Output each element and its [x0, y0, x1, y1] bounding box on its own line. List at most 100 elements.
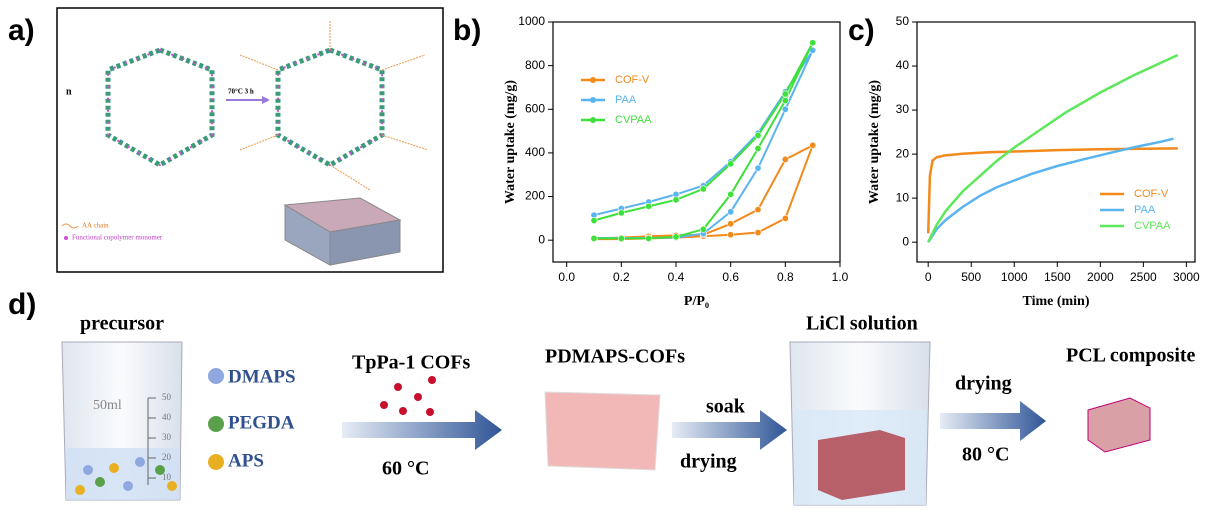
point [672, 196, 680, 204]
y-tick-label: 800 [525, 58, 545, 72]
legend-label: PAA [1134, 204, 1156, 216]
point [781, 97, 789, 105]
y-tick-label: 40 [896, 58, 910, 72]
point [727, 208, 735, 216]
point [727, 220, 735, 228]
point [699, 185, 707, 193]
x-tick-label: 2500 [1130, 270, 1157, 284]
step-label: soak [706, 396, 746, 418]
y-axis-label: Water uptake (mg/g) [503, 80, 518, 205]
legend-label: COF-V [615, 74, 650, 86]
step-label: precursor [80, 313, 164, 335]
reagent-label: n [66, 86, 72, 97]
series-line [927, 53, 1179, 243]
step-condition: drying [680, 451, 737, 473]
point [590, 234, 598, 242]
point [754, 145, 762, 153]
legend-label: PAA [615, 94, 637, 106]
x-tick-label: 3000 [1173, 270, 1200, 284]
process-diagram [61, 341, 1151, 506]
y-axis-label: Water uptake (mg/g) [867, 80, 882, 205]
x-tick-label: 1.0 [832, 270, 849, 284]
point [727, 190, 735, 198]
y-tick-label: 30 [896, 102, 910, 116]
step-label: LiCl solution [806, 313, 918, 335]
point [645, 234, 653, 242]
series-line [926, 147, 1178, 234]
y-tick-label: 600 [525, 101, 545, 115]
x-axis-label: P/P₀ [684, 294, 709, 309]
step-condition: 80 °C [962, 444, 1009, 466]
y-tick-label: 0 [902, 234, 909, 248]
y-tick-label: 200 [525, 189, 545, 203]
point [754, 164, 762, 172]
point [754, 206, 762, 214]
y-tick-label: 0 [538, 232, 545, 246]
point [781, 214, 789, 222]
x-tick-label: 1500 [1044, 270, 1071, 284]
x-tick-label: 2000 [1087, 270, 1114, 284]
beaker-mark: 40 [162, 412, 172, 422]
point [672, 233, 680, 241]
beaker-mark: 10 [162, 472, 172, 482]
component-label: DMAPS [228, 366, 296, 387]
series-line [927, 137, 1174, 243]
x-tick-label: 1000 [1001, 270, 1028, 284]
series-line [593, 42, 814, 240]
x-tick-label: 0.8 [777, 270, 794, 284]
point [809, 39, 817, 47]
x-tick-label: 0.0 [558, 270, 575, 284]
legend-label: AA chain [82, 222, 109, 230]
beaker-volume: 50ml [93, 398, 122, 413]
x-tick-label: 0 [925, 270, 932, 284]
bead [208, 368, 224, 470]
x-tick-label: 500 [961, 270, 981, 284]
component-label: PEGDA [228, 412, 295, 433]
point [699, 225, 707, 233]
point [727, 160, 735, 168]
step-condition: 60 °C [382, 458, 429, 480]
point [645, 202, 653, 210]
y-tick-label: 400 [525, 145, 545, 159]
y-tick-label: 1000 [518, 14, 545, 28]
y-tick-label: 10 [896, 190, 910, 204]
schematic-a [56, 7, 444, 273]
panel-label: b) [453, 14, 481, 47]
reaction-condition: 70°C 3 h [228, 88, 254, 96]
point [781, 155, 789, 163]
point [754, 229, 762, 237]
point [809, 141, 817, 149]
point [617, 234, 625, 242]
step-label: PCL composite [1066, 345, 1196, 367]
x-tick-label: 0.4 [668, 270, 685, 284]
point [590, 217, 598, 225]
beaker-mark: 30 [162, 432, 172, 442]
point [617, 209, 625, 217]
beaker-mark: 50 [162, 392, 172, 402]
legend-label: CVPAA [1134, 220, 1171, 232]
y-tick-label: 50 [896, 14, 910, 28]
plot-frame [552, 21, 841, 263]
step-label: drying [955, 373, 1012, 395]
point [781, 90, 789, 98]
legend-label: Functional copolymer monomer [72, 234, 163, 242]
y-tick-label: 20 [896, 146, 910, 160]
x-axis-label: Time (min) [1022, 294, 1089, 309]
legend-marker [590, 117, 596, 123]
panel-label: c) [848, 14, 875, 47]
panel-label: d) [8, 288, 36, 321]
legend-marker [590, 97, 596, 103]
point [754, 131, 762, 139]
x-tick-label: 0.6 [722, 270, 739, 284]
point [727, 231, 735, 239]
legend-label: CVPAA [615, 114, 652, 126]
legend-label: COF-V [1134, 188, 1169, 200]
beaker-mark: 20 [162, 452, 172, 462]
plot-frame [916, 21, 1196, 263]
component-label: APS [228, 450, 264, 471]
step-label: TpPa-1 COFs [352, 352, 471, 374]
legend-marker [590, 77, 596, 83]
x-tick-label: 0.2 [613, 270, 630, 284]
point [781, 105, 789, 113]
